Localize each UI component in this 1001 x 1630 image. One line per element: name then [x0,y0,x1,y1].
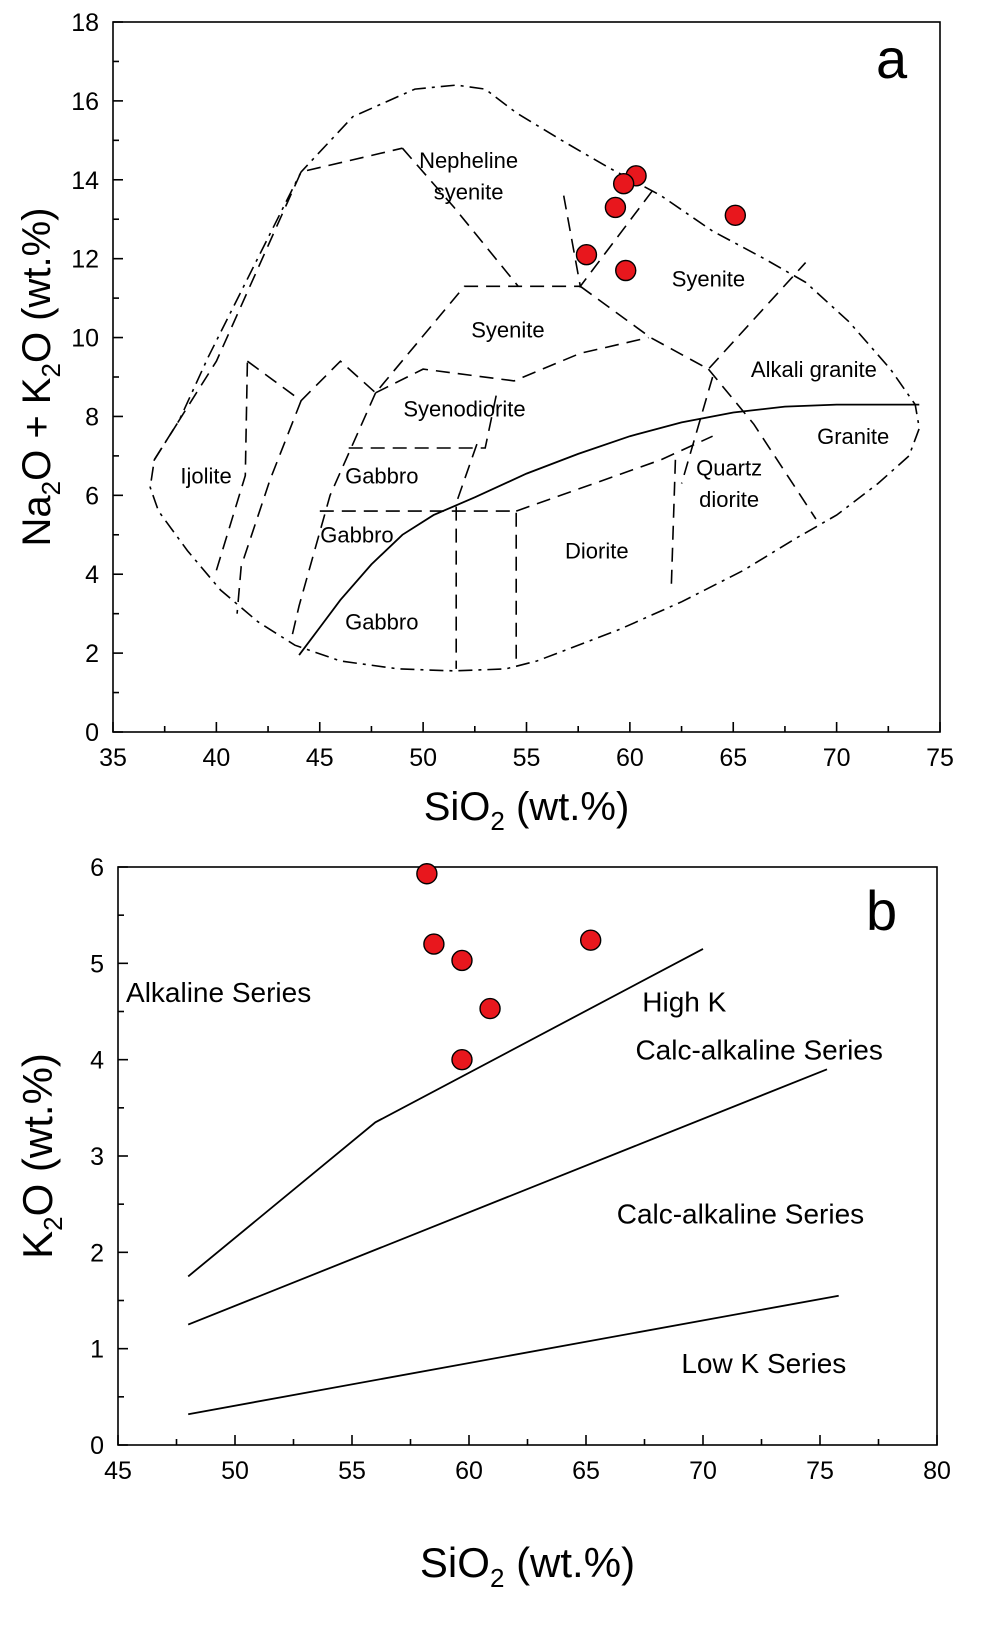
x-tick-label: 55 [338,1457,366,1485]
panel-letter: b [866,879,897,942]
field-label: Gabbro [345,609,418,634]
y-tick-label: 6 [85,482,99,510]
y-tick-label: 6 [90,854,104,882]
data-point [724,204,747,226]
x-axis-label: SiO2 (wt.%) [424,785,630,836]
x-tick-label: 50 [409,744,437,772]
data-point [416,863,438,885]
x-tick-label: 60 [455,1457,483,1485]
field-label: Quartz [696,456,762,481]
x-tick-label: 70 [689,1457,717,1485]
data-point [604,196,627,219]
y-tick-label: 10 [71,325,99,353]
y-tick-label: 1 [90,1336,104,1364]
y-tick-label: 0 [90,1432,104,1460]
data-point [615,259,637,282]
data-point [479,997,501,1020]
field-boundary [707,368,817,520]
panel-letter: a [876,27,908,90]
y-tick-label: 5 [90,950,104,978]
field-boundary [401,147,519,287]
field-label: Calc-alkaline Series [635,1035,882,1066]
field-boundary [348,388,499,449]
field-label: Alkaline Series [126,977,311,1008]
y-tick-label: 16 [71,88,99,116]
y-tick-label: 0 [85,719,99,747]
x-tick-label: 45 [104,1457,132,1485]
x-tick-label: 55 [513,744,541,772]
x-tick-label: 65 [572,1457,600,1485]
field-label: High K [642,987,726,1018]
alkaline-divide-curve [298,403,920,656]
x-tick-label: 75 [806,1457,834,1485]
y-tick-label: 8 [85,403,99,431]
field-label: Alkali granite [751,357,877,382]
field-boundary [236,400,302,614]
field-label: Syenite [672,266,745,291]
field-label: Gabbro [320,523,393,548]
x-tick-label: 40 [202,744,230,772]
data-point [451,1048,473,1071]
field-label: Low K Series [681,1348,846,1379]
field-label: Syenite [471,318,544,343]
x-tick-label: 70 [823,744,851,772]
x-axis-label: SiO2 (wt.%) [420,1539,635,1593]
field-boundary [290,392,377,642]
field-label: Syenodiorite [403,396,525,421]
field-label: Gabbro [345,464,418,489]
field-boundary [579,262,807,371]
outer-boundary [149,84,921,672]
x-tick-label: 45 [306,744,334,772]
y-tick-label: 2 [85,640,99,668]
x-tick-label: 65 [719,744,747,772]
field-label: Calc-alkaline Series [617,1198,864,1229]
field-label: syenite [434,180,504,205]
field-boundary [680,376,714,484]
field-boundary [455,443,478,669]
x-tick-label: 75 [926,744,954,772]
series-divide-low-k [188,1294,839,1416]
data-point [423,933,445,955]
y-tick-label: 18 [71,9,99,37]
x-tick-label: 35 [99,744,127,772]
data-point [612,173,635,195]
x-tick-label: 60 [616,744,644,772]
series-divide-high-k [187,948,704,1278]
field-boundary [246,285,581,402]
field-boundary [375,336,649,394]
data-point [451,949,473,972]
field-boundary [319,510,517,665]
x-tick-label: 80 [923,1457,951,1485]
field-boundary [670,459,677,591]
field-label: Nepheline [419,148,518,173]
field-boundary [215,361,249,571]
x-tick-label: 50 [221,1457,249,1485]
y-tick-label: 2 [90,1239,104,1267]
y-axis-label: Na2O + K2O (wt.%) [15,207,66,546]
field-label: Ijolite [180,464,231,489]
y-tick-label: 4 [90,1047,104,1075]
panel-a-tas-diagram: 35 40 45 50 55 60 65 70 75 0 2 4 6 8 10 12 14 16 18 a SiO2 (… [15,9,954,836]
y-tick-label: 3 [90,1143,104,1171]
field-label: Granite [817,424,889,449]
data-point [575,244,598,266]
field-label: diorite [699,487,759,512]
series-divide-calc-alkaline [187,1068,828,1326]
y-tick-label: 4 [85,561,99,589]
field-boundary [153,147,403,461]
field-boundary [515,435,713,512]
y-tick-label: 14 [71,167,99,195]
y-tick-label: 12 [71,246,99,274]
field-label: Diorite [565,538,629,563]
y-axis-label: K2O (wt.%) [14,1053,68,1259]
data-point [579,929,602,951]
